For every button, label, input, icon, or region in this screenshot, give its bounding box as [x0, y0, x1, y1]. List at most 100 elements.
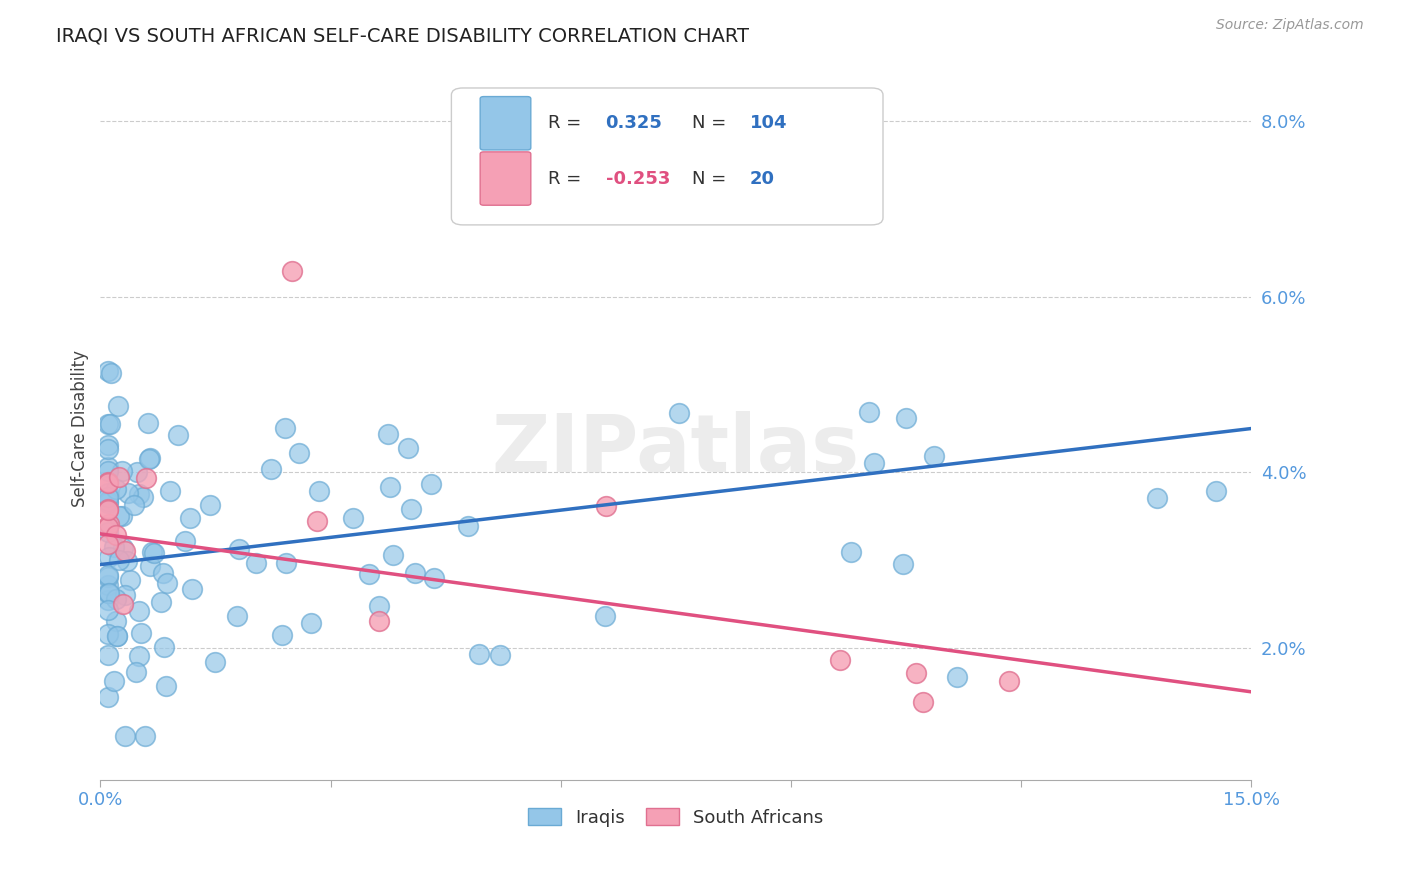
- Point: [97, 491, 120, 505]
- Point: [204, 655, 226, 669]
- Point: [149, 594, 172, 608]
- Point: [181, 582, 204, 596]
- Point: [1205, 483, 1227, 498]
- Text: N =: N =: [692, 114, 725, 132]
- Text: R =: R =: [548, 114, 581, 132]
- Point: [138, 452, 160, 467]
- Point: [107, 509, 129, 524]
- Point: [139, 558, 162, 573]
- Point: [110, 508, 132, 523]
- Point: [97, 627, 120, 641]
- Point: [998, 674, 1021, 689]
- Text: R =: R =: [548, 169, 581, 187]
- Point: [97, 442, 120, 457]
- Point: [245, 556, 267, 570]
- Point: [134, 729, 156, 743]
- Point: [114, 588, 136, 602]
- Point: [142, 546, 165, 560]
- Point: [138, 417, 160, 431]
- Point: [105, 614, 128, 628]
- Point: [891, 557, 914, 571]
- Point: [367, 614, 389, 628]
- Legend: Iraqis, South Africans: Iraqis, South Africans: [520, 800, 831, 834]
- Point: [97, 437, 120, 451]
- Point: [97, 578, 120, 592]
- Point: [97, 475, 120, 490]
- Point: [135, 471, 157, 485]
- Point: [489, 648, 512, 662]
- Point: [103, 540, 125, 554]
- Point: [97, 537, 120, 551]
- Point: [128, 604, 150, 618]
- Point: [97, 502, 120, 516]
- Point: [305, 514, 328, 528]
- Point: [1146, 491, 1168, 506]
- Point: [274, 421, 297, 435]
- Point: [114, 543, 136, 558]
- Point: [174, 534, 197, 549]
- Point: [281, 263, 304, 277]
- Point: [97, 568, 120, 582]
- Point: [179, 511, 201, 525]
- Point: [108, 469, 131, 483]
- Y-axis label: Self-Care Disability: Self-Care Disability: [72, 350, 89, 507]
- Point: [97, 417, 120, 432]
- Point: [228, 542, 250, 557]
- Point: [396, 442, 419, 456]
- Point: [299, 616, 322, 631]
- Point: [120, 573, 142, 587]
- Point: [595, 499, 617, 513]
- Point: [122, 498, 145, 512]
- Point: [904, 666, 927, 681]
- Point: [894, 411, 917, 425]
- Point: [911, 695, 934, 709]
- Point: [97, 464, 120, 478]
- Point: [97, 486, 120, 500]
- Point: [132, 490, 155, 504]
- Point: [97, 496, 120, 510]
- Point: [115, 553, 138, 567]
- Point: [468, 647, 491, 661]
- Point: [839, 544, 862, 558]
- Point: [103, 674, 125, 689]
- Point: [97, 549, 120, 564]
- Point: [129, 625, 152, 640]
- Point: [377, 427, 399, 442]
- Point: [595, 609, 617, 624]
- Point: [156, 575, 179, 590]
- Point: [457, 519, 479, 533]
- Point: [128, 648, 150, 663]
- Point: [111, 597, 134, 611]
- Text: 20: 20: [749, 169, 775, 187]
- Point: [858, 405, 880, 419]
- Point: [97, 520, 120, 534]
- Point: [107, 399, 129, 413]
- Point: [105, 628, 128, 642]
- Point: [139, 450, 162, 465]
- Point: [382, 548, 405, 562]
- Point: [420, 477, 443, 491]
- Point: [111, 464, 134, 478]
- Point: [98, 417, 121, 431]
- Point: [117, 486, 139, 500]
- FancyBboxPatch shape: [481, 96, 531, 150]
- Point: [125, 665, 148, 679]
- Point: [105, 591, 128, 606]
- Point: [105, 629, 128, 643]
- Point: [271, 628, 294, 642]
- Point: [159, 483, 181, 498]
- Point: [97, 690, 120, 705]
- Point: [128, 487, 150, 501]
- Point: [357, 567, 380, 582]
- Point: [97, 475, 120, 490]
- Point: [342, 511, 364, 525]
- Text: IRAQI VS SOUTH AFRICAN SELF-CARE DISABILITY CORRELATION CHART: IRAQI VS SOUTH AFRICAN SELF-CARE DISABIL…: [56, 27, 749, 45]
- Point: [141, 545, 163, 559]
- Point: [97, 586, 120, 600]
- Point: [922, 449, 945, 463]
- Point: [399, 501, 422, 516]
- Point: [830, 653, 852, 667]
- Point: [153, 640, 176, 654]
- Text: N =: N =: [692, 169, 725, 187]
- Point: [423, 571, 446, 585]
